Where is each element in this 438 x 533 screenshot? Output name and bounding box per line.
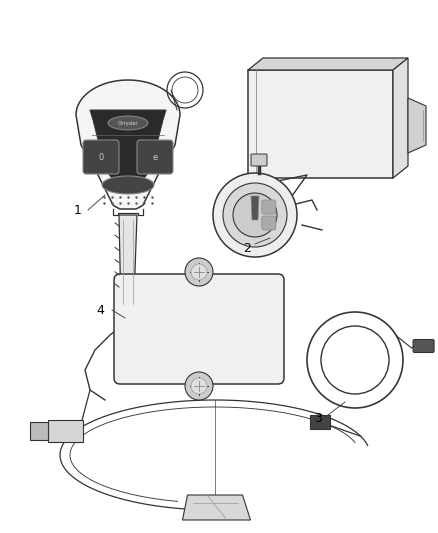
Text: 0: 0 [99, 152, 104, 161]
FancyBboxPatch shape [413, 340, 434, 352]
Polygon shape [48, 420, 83, 442]
Text: 2: 2 [243, 241, 251, 254]
FancyBboxPatch shape [137, 140, 173, 174]
FancyBboxPatch shape [114, 274, 284, 384]
Polygon shape [310, 415, 330, 429]
Circle shape [185, 258, 213, 286]
Polygon shape [408, 98, 426, 153]
FancyBboxPatch shape [262, 200, 276, 214]
Circle shape [191, 264, 207, 280]
FancyBboxPatch shape [262, 216, 276, 230]
Polygon shape [30, 422, 48, 440]
FancyBboxPatch shape [83, 140, 119, 174]
Polygon shape [251, 196, 259, 220]
Polygon shape [183, 495, 251, 520]
Polygon shape [248, 178, 273, 193]
Ellipse shape [108, 116, 148, 130]
Text: Chrysler: Chrysler [118, 120, 138, 125]
Ellipse shape [102, 176, 154, 194]
Polygon shape [248, 70, 393, 178]
Circle shape [191, 378, 207, 394]
Circle shape [213, 173, 297, 257]
Polygon shape [248, 58, 408, 70]
Circle shape [223, 183, 287, 247]
Text: 4: 4 [96, 303, 104, 317]
Circle shape [185, 372, 213, 400]
FancyBboxPatch shape [251, 154, 267, 166]
Text: 3: 3 [314, 411, 322, 424]
Polygon shape [119, 215, 137, 317]
Polygon shape [393, 58, 408, 178]
Circle shape [233, 193, 277, 237]
Text: e: e [152, 152, 158, 161]
Text: 1: 1 [74, 204, 82, 216]
Polygon shape [76, 80, 180, 209]
Polygon shape [90, 110, 166, 187]
